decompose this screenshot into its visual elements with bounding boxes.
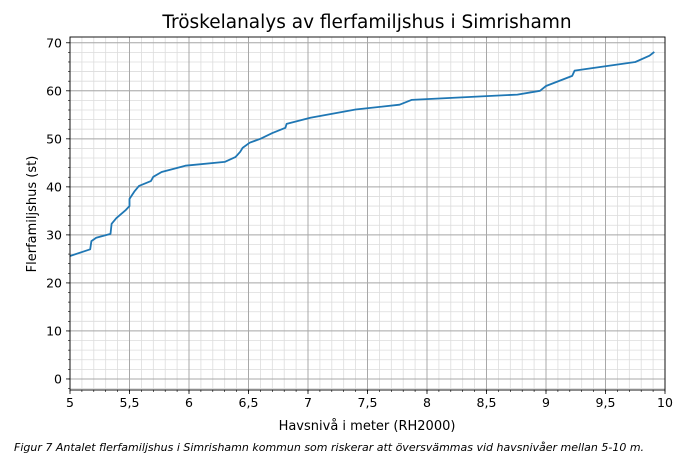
x-tick-label: 8 (423, 395, 431, 410)
x-tick-label: 7,5 (358, 395, 378, 410)
y-tick-label: 60 (46, 83, 62, 98)
series-line (69, 51, 655, 257)
grid (69, 37, 666, 390)
y-tick-label: 0 (54, 371, 62, 386)
y-tick-label: 50 (46, 131, 62, 146)
x-tick-label: 6 (185, 395, 193, 410)
y-tick-label: 70 (46, 35, 62, 50)
plot-frame (69, 36, 666, 391)
x-tick-label: 5 (66, 395, 74, 410)
y-tick-label: 30 (46, 227, 62, 242)
y-axis-label: Flerfamiljshus (st) (25, 156, 40, 273)
x-tick-label: 7 (304, 395, 312, 410)
x-axis-label: Havsnivå i meter (RH2000) (279, 419, 456, 434)
y-tick-label: 40 (46, 179, 62, 194)
series (69, 51, 655, 257)
figure-caption: Figur 7 Antalet flerfamiljshus i Simrish… (14, 441, 644, 454)
ticks: 5 5,5 6 6,5 7 7,5 8 8,5 9 9,5 10 0 10 20 30 40 50 60 70 (46, 35, 673, 410)
x-tick-label: 5,5 (120, 395, 140, 410)
x-tick-label: 9 (542, 395, 550, 410)
y-tick-label: 10 (46, 323, 62, 338)
x-tick-label: 8,5 (477, 395, 497, 410)
x-tick-label: 6,5 (239, 395, 259, 410)
y-tick-label: 20 (46, 275, 62, 290)
x-tick-label: 10 (657, 395, 673, 410)
x-tick-label: 9,5 (596, 395, 616, 410)
chart-title: Tröskelanalys av flerfamiljshus i Simris… (161, 12, 571, 33)
